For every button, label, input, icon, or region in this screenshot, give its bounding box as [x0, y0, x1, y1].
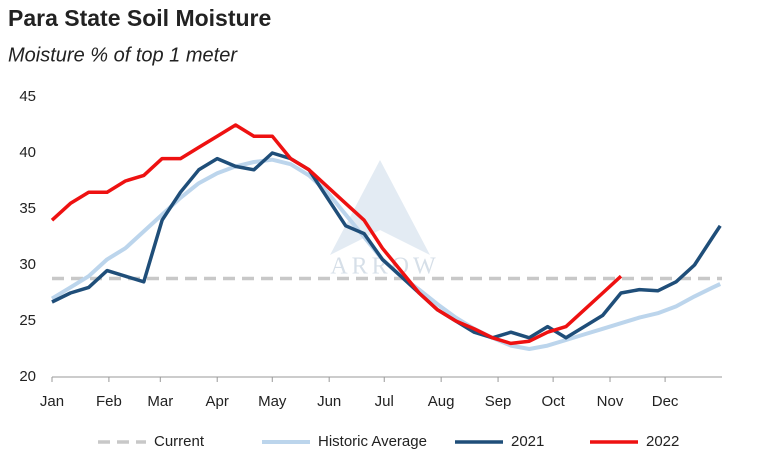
series-line — [50, 123, 623, 346]
x-tick-label: May — [258, 393, 287, 410]
watermark-logo — [330, 160, 430, 255]
x-tick-label: Feb — [96, 393, 122, 410]
legend-label: 2021 — [511, 433, 544, 450]
chart-title: Para State Soil Moisture — [8, 5, 271, 31]
x-tick-label: Oct — [541, 393, 565, 410]
legend-label: Current — [154, 433, 205, 450]
x-tick-label: Aug — [428, 393, 455, 410]
x-tick-label: Mar — [147, 393, 173, 410]
x-tick-label: Sep — [485, 393, 512, 410]
y-tick-label: 40 — [19, 144, 36, 161]
y-tick-label: 30 — [19, 256, 36, 273]
x-tick-label: Jun — [317, 393, 341, 410]
x-tick-label: Nov — [597, 393, 624, 410]
x-tick-label: Jul — [375, 393, 394, 410]
x-tick-label: Dec — [652, 393, 679, 410]
chart-subtitle: Moisture % of top 1 meter — [8, 44, 238, 66]
legend-label: 2022 — [646, 433, 679, 450]
series-line — [51, 151, 722, 340]
y-tick-label: 35 — [19, 200, 36, 217]
x-tick-label: Apr — [206, 393, 229, 410]
y-tick-label: 45 — [19, 88, 36, 105]
x-tick-label: Jan — [40, 393, 64, 410]
y-tick-label: 25 — [19, 312, 36, 329]
legend-label: Historic Average — [318, 433, 427, 450]
y-tick-label: 20 — [19, 368, 36, 385]
watermark: ARROW — [330, 254, 439, 280]
